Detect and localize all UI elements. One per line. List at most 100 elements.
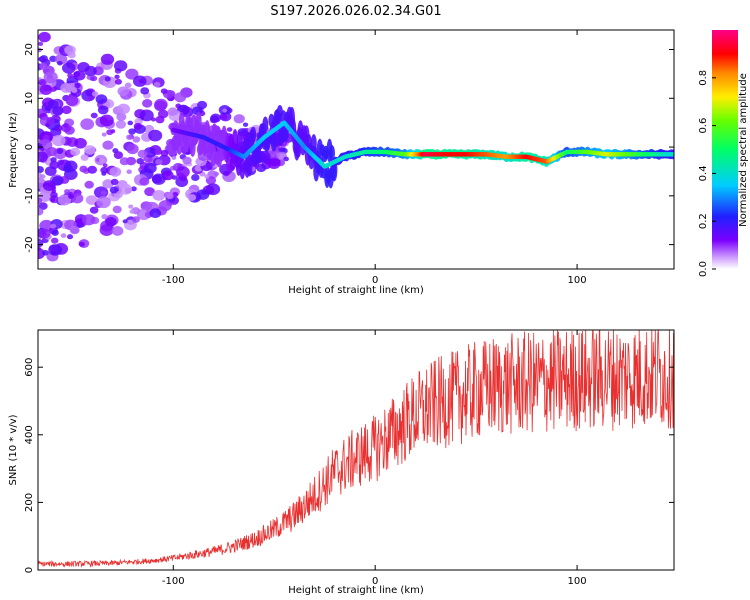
noise-blob	[115, 120, 127, 129]
noise-blob	[172, 191, 179, 198]
noise-blob	[213, 171, 220, 177]
noise-blob	[50, 197, 56, 202]
noise-blob	[140, 87, 150, 95]
ridge-halo	[239, 156, 246, 180]
y-tick-label: 20	[24, 43, 35, 56]
noise-blob	[56, 148, 64, 154]
noise-blob	[125, 68, 139, 80]
snr-frame	[37, 329, 675, 571]
noise-blob	[152, 189, 166, 201]
spectrogram-frame	[37, 29, 675, 270]
noise-blob	[191, 173, 200, 181]
noise-blob	[113, 60, 128, 72]
noise-blob	[158, 200, 172, 212]
noise-blob	[142, 98, 153, 108]
noise-blob	[138, 79, 144, 84]
noise-blob	[38, 207, 44, 216]
noise-blob	[143, 156, 149, 162]
colorbar-tick-label: 0.6	[698, 118, 709, 134]
ridge-core	[671, 152, 674, 157]
noise-blob	[50, 191, 58, 199]
noise-blob	[130, 186, 137, 192]
noise-blob	[51, 237, 59, 244]
noise-blob	[242, 122, 249, 127]
noise-blob	[154, 148, 163, 155]
x-tick-label: 0	[372, 576, 378, 587]
noise-blob	[128, 128, 136, 135]
noise-blob	[171, 155, 177, 160]
noise-blob	[38, 31, 51, 43]
noise-blob	[65, 95, 79, 107]
noise-blob	[81, 214, 96, 226]
noise-blob	[71, 87, 78, 93]
y-tick-label: 600	[24, 358, 35, 377]
noise-blob	[114, 74, 120, 80]
noise-blob	[38, 197, 43, 205]
noise-blob	[129, 209, 135, 214]
noise-blob	[74, 137, 87, 149]
noise-blob	[38, 165, 44, 174]
noise-blob	[43, 134, 50, 140]
noise-blob	[101, 214, 108, 220]
noise-blob	[154, 100, 167, 112]
noise-blob	[222, 108, 228, 113]
noise-blob	[51, 229, 59, 236]
colorbar-tick-label: 0.2	[698, 213, 709, 229]
noise-blob	[151, 173, 166, 185]
noise-blob	[167, 107, 178, 116]
noise-blob	[90, 75, 98, 82]
noise-blob	[171, 175, 178, 180]
noise-blob	[99, 114, 114, 127]
x-tick-label: 100	[568, 576, 587, 587]
snr-y-ticks: 0 200 400 600	[24, 358, 674, 573]
noise-blob	[100, 190, 107, 196]
noise-blob	[110, 178, 119, 186]
spectrogram-y-ticks: 20 10 0 -10 -20	[24, 43, 674, 253]
noise-blob	[57, 60, 63, 66]
noise-blob	[220, 114, 228, 121]
noise-blob	[128, 204, 134, 209]
noise-blob	[180, 106, 194, 118]
noise-blob	[155, 158, 163, 165]
noise-blob	[112, 205, 122, 214]
noise-blob	[133, 122, 143, 130]
noise-blob	[85, 195, 98, 205]
noise-blob	[124, 187, 132, 194]
noise-blob	[79, 165, 88, 173]
noise-blob	[166, 193, 174, 200]
noise-blob	[102, 140, 114, 150]
noise-blob	[84, 180, 94, 189]
noise-blob	[144, 187, 156, 197]
noise-blob	[101, 171, 107, 176]
colorbar-tick-label: 0.0	[698, 261, 709, 277]
noise-blob	[61, 62, 76, 74]
noise-blob	[90, 112, 98, 119]
noise-blob	[89, 206, 99, 214]
noise-blob	[100, 53, 115, 65]
noise-blob	[155, 115, 165, 124]
noise-blob	[70, 147, 81, 156]
noise-blob	[122, 219, 128, 224]
noise-blob	[117, 86, 130, 97]
ridge-halo	[246, 154, 253, 177]
noise-blob	[68, 194, 74, 200]
noise-blob	[44, 166, 57, 177]
noise-blob	[40, 174, 46, 179]
snr-y-label: SNR (10 * v/v)	[8, 414, 19, 485]
noise-blob	[98, 157, 105, 163]
noise-blob	[52, 175, 64, 186]
noise-blob	[42, 180, 56, 191]
noise-blob	[66, 234, 74, 240]
colorbar-tick-label: 0.4	[698, 165, 709, 181]
noise-blob	[74, 82, 81, 89]
noise-blob	[102, 179, 114, 189]
noise-blob	[109, 166, 122, 177]
noise-blob	[50, 157, 57, 163]
noise-blob	[43, 84, 52, 92]
noise-blob	[63, 164, 73, 173]
ridge-halo	[183, 133, 190, 153]
noise-blob	[132, 216, 140, 223]
noise-blob	[64, 189, 70, 194]
noise-blob	[197, 100, 208, 110]
